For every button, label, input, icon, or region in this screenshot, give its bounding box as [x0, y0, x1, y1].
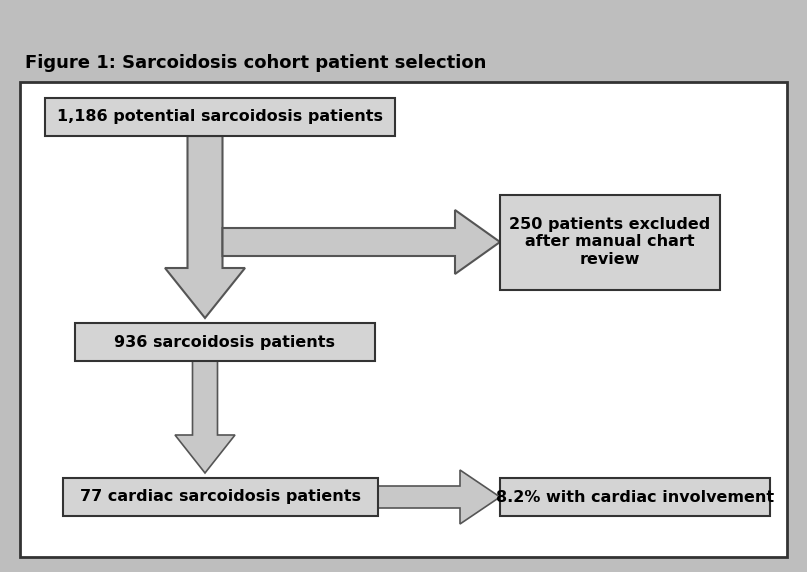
- Bar: [500, 194, 720, 289]
- Text: Figure 1: Sarcoidosis cohort patient selection: Figure 1: Sarcoidosis cohort patient sel…: [25, 54, 487, 72]
- Text: 250 patients excluded
after manual chart
review: 250 patients excluded after manual chart…: [509, 217, 711, 267]
- Text: 8.2% with cardiac involvement: 8.2% with cardiac involvement: [496, 490, 774, 505]
- Polygon shape: [378, 470, 500, 524]
- Polygon shape: [175, 361, 235, 473]
- Bar: [20, 82, 787, 557]
- Polygon shape: [165, 136, 245, 318]
- Bar: [75, 323, 375, 361]
- Bar: [62, 478, 378, 516]
- Text: 936 sarcoidosis patients: 936 sarcoidosis patients: [115, 335, 336, 349]
- Bar: [500, 478, 770, 516]
- Bar: [45, 98, 395, 136]
- Text: 77 cardiac sarcoidosis patients: 77 cardiac sarcoidosis patients: [80, 490, 361, 505]
- Text: 1,186 potential sarcoidosis patients: 1,186 potential sarcoidosis patients: [57, 109, 383, 125]
- Polygon shape: [223, 210, 500, 274]
